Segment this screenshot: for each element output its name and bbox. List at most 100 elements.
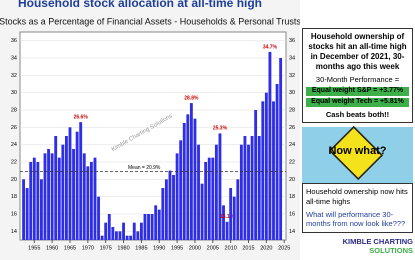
y-tick-label: 14 (11, 229, 17, 235)
y-tick-label: 24 (11, 142, 17, 148)
bar (204, 162, 208, 240)
y2-tick-label: 28 (289, 107, 295, 113)
x-tick-label: 2020 (260, 245, 272, 251)
y2-tick-label: 20 (289, 177, 295, 183)
x-tick-label: 1980 (117, 245, 129, 251)
bar (47, 149, 50, 240)
logo: KIMBLE CHARTING SOLUTIONS (302, 237, 413, 255)
bar (154, 205, 158, 240)
bar (172, 175, 175, 240)
bar (239, 144, 243, 240)
bar (168, 170, 172, 240)
logo-text: SOLUTIONS (369, 245, 413, 255)
bar (75, 131, 79, 240)
value-label: 15.1% (220, 214, 235, 220)
info-box: Household ownership of stocks hit an all… (302, 28, 413, 124)
chart: Household stock allocation at all-time h… (0, 0, 300, 260)
x-tick-label: 1990 (153, 245, 165, 251)
bar (207, 157, 211, 240)
bar (93, 157, 97, 240)
logo-text: KIMBLE CHARTING (342, 236, 413, 246)
y-tick-label: 28 (11, 107, 17, 113)
x-tick-label: 1960 (46, 245, 58, 251)
y2-tick-label: 30 (289, 90, 295, 96)
bar (57, 157, 61, 240)
y2-tick-label: 22 (289, 159, 295, 165)
y-tick-label: 34 (11, 55, 17, 61)
bar (182, 123, 186, 240)
sign-area: Now what? (302, 126, 413, 184)
bar (104, 222, 108, 240)
bar (132, 222, 136, 240)
bar (161, 188, 165, 240)
bar (222, 205, 225, 240)
mean-label: Mean = 20.9% (128, 165, 161, 171)
bar (100, 235, 104, 240)
x-tick-label: 1965 (64, 245, 76, 251)
bar (279, 58, 283, 240)
x-tick-label: 2025 (278, 245, 290, 251)
bar (118, 231, 122, 240)
bar (136, 231, 140, 240)
y-tick-label: 18 (11, 194, 17, 200)
bar (68, 127, 72, 240)
sign-text: Now what? (328, 145, 387, 158)
perf: Equal weight Tech = +5.81% (306, 98, 409, 107)
bar (268, 51, 272, 240)
x-tick-label: 2010 (225, 245, 237, 251)
bar (236, 179, 240, 240)
bar (97, 196, 100, 240)
perf-title: 30-Month Performance = (315, 75, 400, 84)
bar (72, 149, 75, 240)
bar (225, 221, 229, 240)
bar (150, 214, 154, 240)
side-panel: Household ownership of stocks hit an all… (302, 0, 413, 260)
bar (107, 214, 111, 240)
y2-tick-label: 16 (289, 211, 295, 217)
chart-title: Household stock allocation at all-time h… (18, 0, 262, 10)
bar (218, 133, 222, 240)
y2-tick-label: 26 (289, 125, 295, 131)
bar (139, 222, 143, 240)
value-label: 25.3% (213, 126, 228, 132)
bar (89, 162, 93, 240)
bar (111, 227, 115, 240)
note: Household ownership of stocks hit an all… (308, 32, 407, 71)
bar (179, 140, 183, 240)
bar (247, 144, 250, 240)
bar (175, 153, 179, 240)
bar (125, 235, 129, 240)
bar (50, 153, 54, 240)
bar (82, 153, 86, 240)
bar (254, 110, 258, 240)
y-tick-label: 26 (11, 125, 17, 131)
x-tick-label: 2015 (242, 245, 254, 251)
bar (264, 92, 268, 241)
note2: Household ownership now hits all-time hi… (306, 187, 408, 206)
y-tick-label: 22 (11, 159, 17, 165)
bar (214, 144, 218, 240)
bar (257, 136, 261, 240)
y-tick-label: 30 (11, 90, 17, 96)
bar (143, 214, 147, 240)
info-box-2: Household ownership now hits all-time hi… (302, 183, 413, 233)
bar (39, 179, 43, 240)
y2-tick-label: 32 (289, 73, 295, 79)
bar (261, 101, 265, 240)
y2-tick-label: 24 (289, 142, 295, 148)
x-tick-label: 2005 (207, 245, 219, 251)
bar (147, 214, 150, 240)
bar (36, 162, 40, 240)
bar (32, 157, 36, 240)
question: What will performance 30-months from now… (306, 210, 406, 229)
bar (79, 122, 83, 240)
bar (122, 222, 125, 240)
value-label: 34.7% (263, 44, 278, 50)
bar (243, 136, 247, 240)
x-tick-label: 1985 (135, 245, 147, 251)
bar (64, 136, 68, 240)
x-tick-label: 1955 (28, 245, 40, 251)
bar (29, 162, 33, 240)
verdict: Cash beats both!! (325, 109, 390, 119)
